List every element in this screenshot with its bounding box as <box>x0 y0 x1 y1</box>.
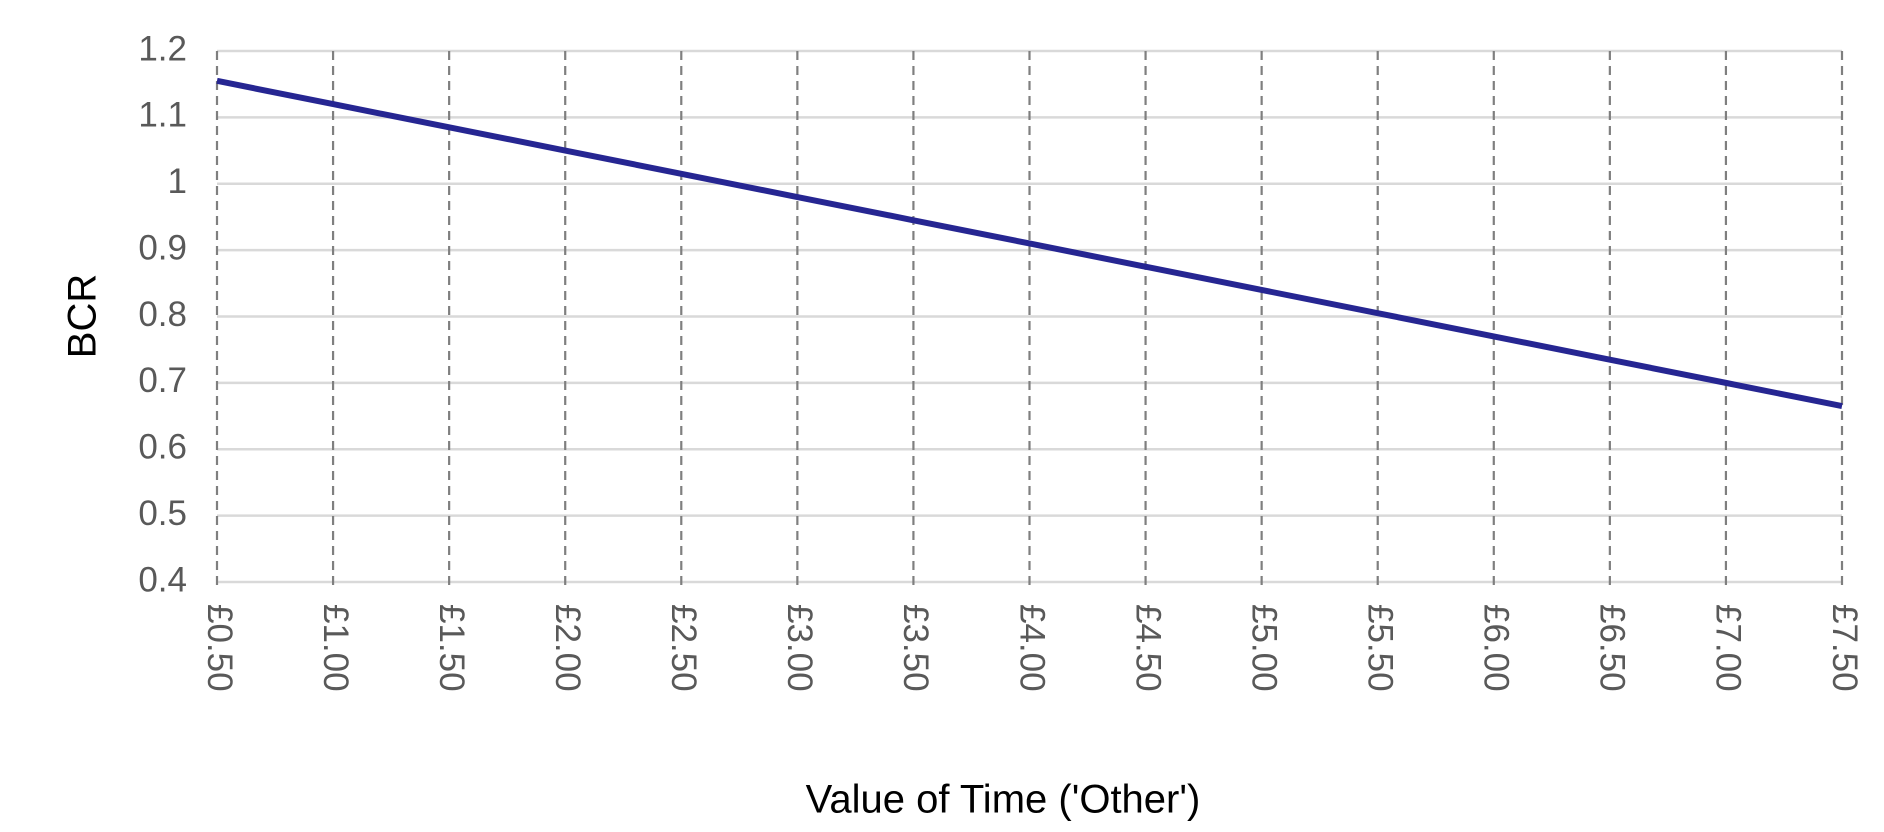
x-tick-label: £5.00 <box>1244 604 1283 692</box>
y-tick-label: 0.4 <box>138 560 187 599</box>
x-tick-label: £4.00 <box>1012 604 1051 692</box>
y-tick-label: 0.6 <box>138 428 187 467</box>
y-tick-label: 0.8 <box>138 295 187 334</box>
x-tick-label: £6.00 <box>1477 604 1516 692</box>
y-tick-label: 0.9 <box>138 228 187 267</box>
y-tick-label: 0.5 <box>138 494 187 533</box>
y-tick-label: 1 <box>168 162 187 201</box>
y-tick-label: 1.1 <box>138 96 187 135</box>
x-axis-label: Value of Time ('Other') <box>806 778 1201 822</box>
x-tick-label: £0.50 <box>200 604 239 692</box>
y-tick-label: 1.2 <box>138 29 187 68</box>
x-tick-label: £1.00 <box>316 604 355 692</box>
x-tick-label: £3.00 <box>780 604 819 692</box>
x-tick-label: £2.00 <box>548 604 587 692</box>
x-tick-label: £2.50 <box>664 604 703 692</box>
x-tick-label: £5.50 <box>1360 604 1399 692</box>
y-tick-label: 0.7 <box>138 361 187 400</box>
x-tick-label: £6.50 <box>1593 604 1632 692</box>
x-tick-label: £4.50 <box>1128 604 1167 692</box>
x-tick-label: £1.50 <box>432 604 471 692</box>
x-tick-label: £3.50 <box>896 604 935 692</box>
y-axis-label: BCR <box>61 274 105 358</box>
line <box>216 77 1843 410</box>
x-tick-label: £7.00 <box>1709 604 1748 692</box>
x-tick-label: £7.50 <box>1825 604 1864 692</box>
